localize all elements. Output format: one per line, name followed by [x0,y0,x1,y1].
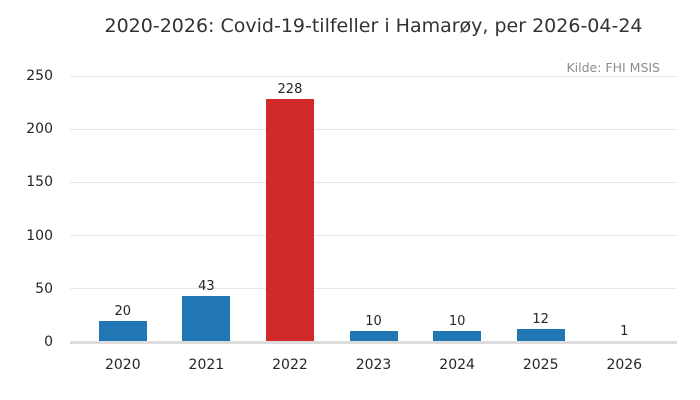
gridline-250 [70,75,677,77]
x-axis-baseline [70,341,677,344]
bar-value-label-2022: 228 [277,82,303,97]
bar-value-label-2026: 1 [620,324,629,339]
source-label: Kilde: FHI MSIS [566,60,660,75]
bar-group-2024: 10 [415,76,499,342]
y-tick-label-200: 200 [26,121,53,138]
x-tick-label-2026: 2026 [606,357,643,373]
bar-2023 [349,331,398,342]
gridline-150 [70,181,677,183]
y-tick-label-0: 0 [44,334,53,350]
x-tick-label-2021: 2021 [188,357,225,373]
bar-group-2021: 43 [165,76,249,342]
gridline-200 [70,128,677,130]
x-tick-label-2024: 2024 [439,357,475,373]
bar-2022 [265,99,314,342]
bar-group-2022: 228 [248,76,332,342]
x-axis-tick-labels: 2020 2021 2022 2023 2024 2025 2026 [81,357,666,373]
bar-group-2025: 12 [499,76,583,342]
bar-value-label-2023: 10 [365,314,382,329]
x-tick-label-2025: 2025 [522,357,559,373]
bar-group-2023: 10 [332,76,416,342]
bar-value-label-2024: 10 [448,314,466,329]
x-tick-label-2023: 2023 [355,357,392,373]
bar-value-label-2025: 12 [532,312,549,327]
x-tick-label-2020: 2020 [104,357,141,373]
plot-area: 0 50 100 150 200 250 20 43 228 10 10 12 1 2020 2021 2… [26,68,677,373]
y-tick-label-100: 100 [26,227,53,244]
chart-title: 2020-2026: Covid-19-tilfeller i Hamarøy,… [104,15,643,37]
gridline-100 [70,235,677,237]
bar-value-label-2020: 20 [114,304,132,319]
bar-2020 [98,321,147,342]
bar-2024 [433,331,482,342]
bar-2021 [182,296,231,342]
bar-group-2026: 1 [582,76,666,342]
bar-group-2020: 20 [81,76,165,342]
y-tick-label-150: 150 [26,174,53,191]
x-tick-label-2022: 2022 [272,357,308,373]
y-tick-label-50: 50 [35,280,53,297]
bar-2025 [516,329,565,342]
bar-value-label-2021: 43 [198,279,215,294]
gridline-50 [70,288,677,290]
bars-container: 20 43 228 10 10 12 1 [81,76,666,342]
y-tick-label-250: 250 [26,68,53,84]
